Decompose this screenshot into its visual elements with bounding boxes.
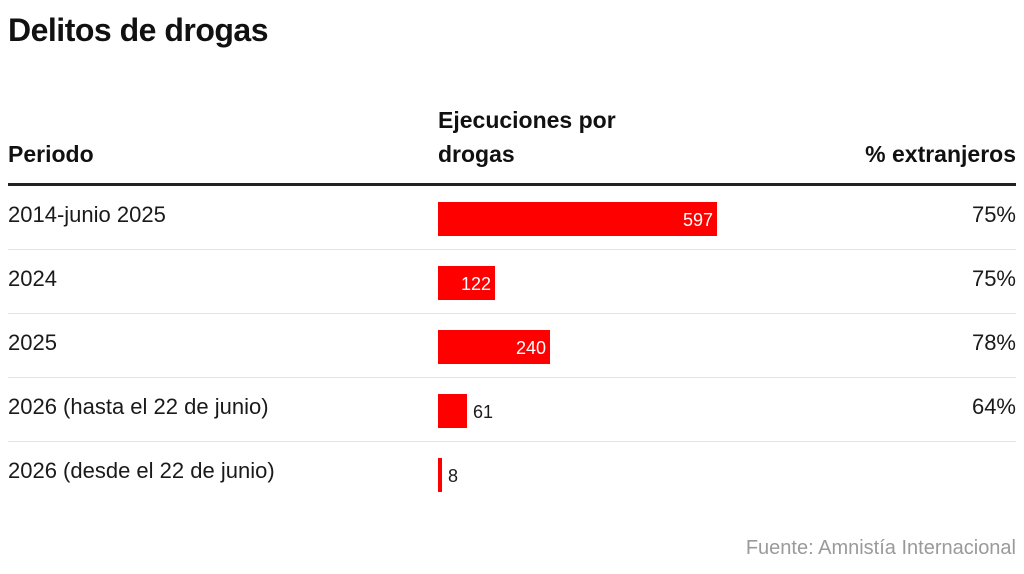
table-row: 2025 240 78% [8,314,1016,378]
header-period: Periodo [8,141,94,167]
bar-executions [438,202,717,236]
row-foreign-pct: 64% [971,394,1016,419]
bar-executions [438,266,495,300]
source-note: Fuente: Amnistía Internacional [745,537,1016,559]
table-row: 2026 (desde el 22 de junio) 8 [8,442,1016,506]
row-foreign-pct: 75% [971,266,1016,291]
row-period: 2026 (hasta el 22 de junio) [8,394,269,419]
header-rule [8,183,1016,186]
bar-executions [438,330,550,364]
table-row: 2024 122 75% [8,250,1016,314]
bar-value-label: 61 [473,402,494,422]
chart-title: Delitos de drogas [8,12,269,48]
row-period: 2024 [8,266,57,291]
table-row: 2014-junio 2025 597 75% [8,186,1016,250]
row-divider [8,249,1016,250]
row-foreign-pct: 75% [971,202,1016,227]
table-row: 2026 (hasta el 22 de junio) 61 64% [8,378,1016,442]
row-period: 2025 [8,330,57,355]
bar-value-label: 240 [515,338,546,358]
bar-value-label: 122 [460,274,491,294]
bar-executions [438,458,442,492]
header-executions: Ejecuciones por drogas [438,107,616,167]
row-foreign-pct: 78% [971,330,1016,355]
row-period: 2026 (desde el 22 de junio) [8,458,275,483]
row-divider [8,377,1016,378]
bar-value-label: 8 [448,466,459,486]
bar-value-label: 597 [682,210,713,230]
bar-executions [438,394,467,428]
row-divider [8,441,1016,442]
row-period: 2014-junio 2025 [8,202,166,227]
header-foreign-pct: % extranjeros [865,141,1016,167]
row-divider [8,313,1016,314]
